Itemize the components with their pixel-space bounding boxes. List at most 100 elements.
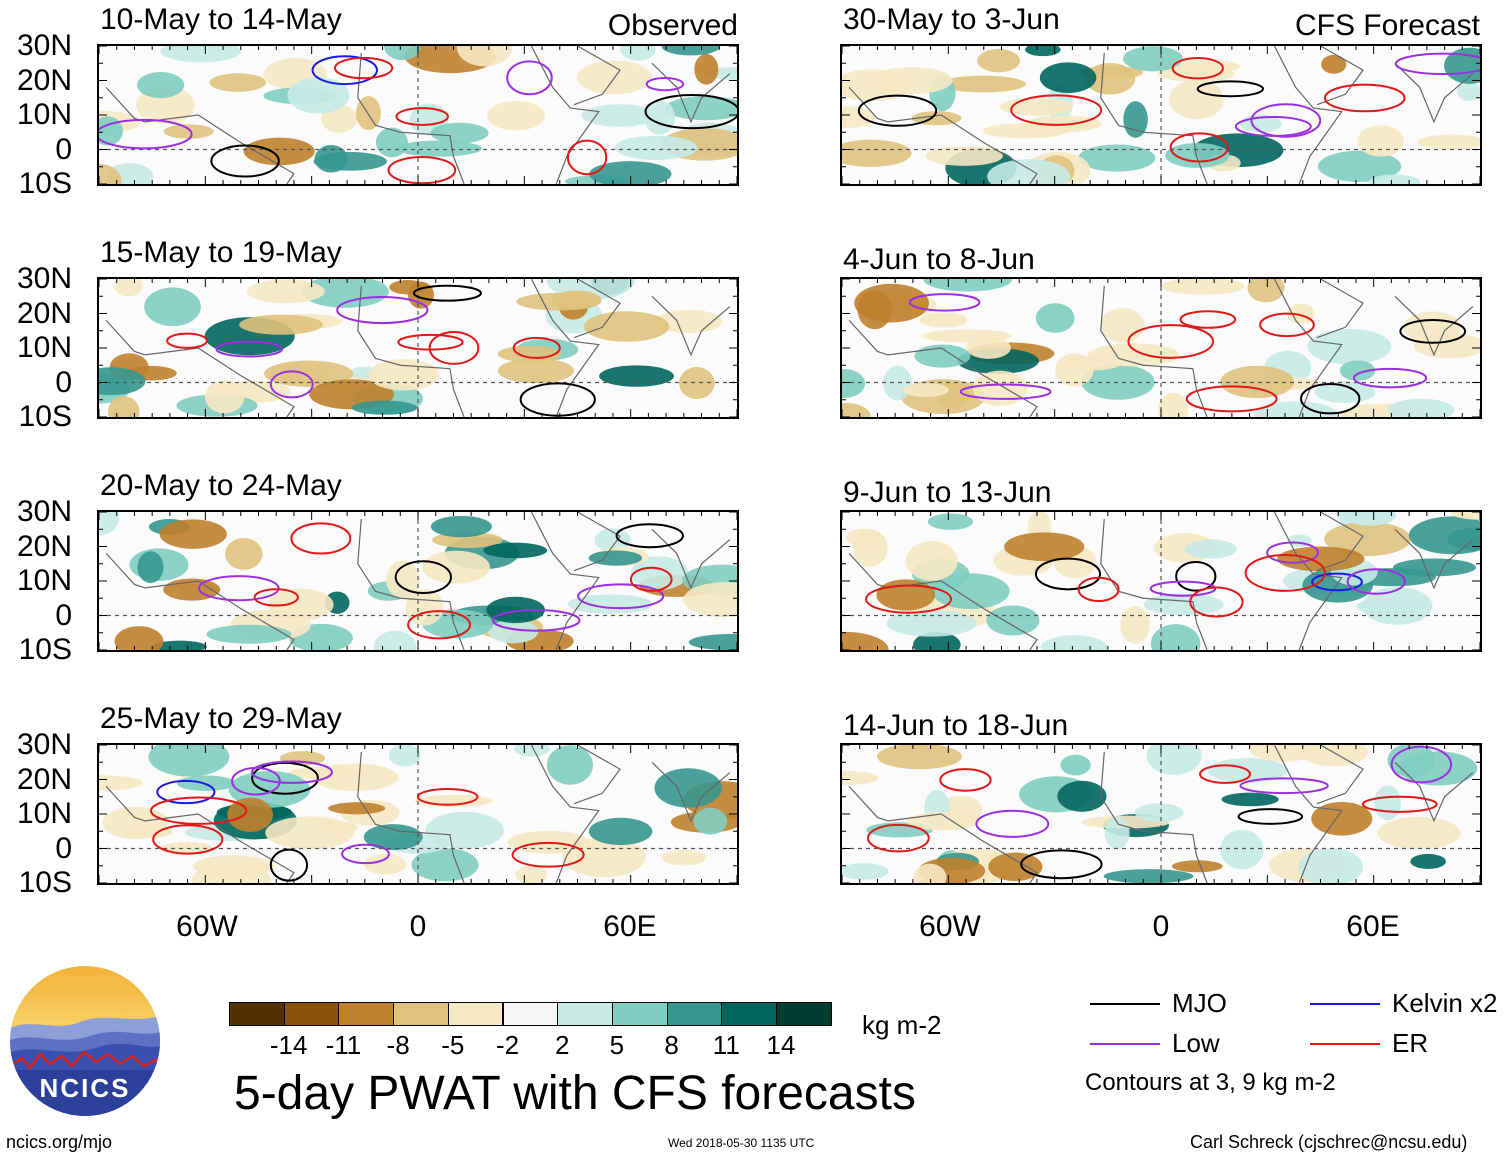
mjo-contour <box>519 382 596 417</box>
pwat-anomaly-patch <box>905 540 958 581</box>
lat-tick-row3-20n: 20N <box>16 529 72 563</box>
low-contour <box>1266 541 1319 564</box>
pwat-anomaly-patch <box>268 588 334 621</box>
er-contour <box>387 155 457 184</box>
er-contour <box>1244 553 1326 592</box>
pwat-anomaly-patch <box>99 367 146 396</box>
pwat-anomaly-patch <box>497 345 562 363</box>
er-contour <box>150 796 248 825</box>
panel-title-fc-3: 9-Jun to 13-Jun <box>843 476 1052 509</box>
pwat-anomaly-patch <box>204 380 245 414</box>
mjo-contour <box>1034 557 1102 591</box>
pwat-anomaly-patch <box>1276 546 1365 572</box>
pwat-anomaly-patch <box>694 53 719 85</box>
pwat-anomaly-patch <box>1357 125 1404 157</box>
pwat-anomaly-patch <box>99 775 143 791</box>
pwat-anomaly-patch <box>1368 174 1421 184</box>
colorbar-tick-label: 5 <box>609 1030 625 1060</box>
coastline <box>105 745 731 883</box>
mjo-contour <box>1175 560 1217 592</box>
pwat-anomaly-patch <box>1123 46 1183 72</box>
colorbar-tick-label: 2 <box>554 1030 570 1060</box>
lon-tick-0-right: 0 <box>1152 910 1170 943</box>
er-contour <box>1189 586 1244 618</box>
pwat-anomaly-patch <box>654 768 722 808</box>
er-contour <box>1171 57 1224 80</box>
lon-tick-60e-right: 60E <box>1346 910 1400 943</box>
pwat-anomaly-patch <box>1004 532 1085 562</box>
pwat-anomaly-patch <box>497 358 575 384</box>
lon-tick-0-left: 0 <box>409 910 427 943</box>
pwat-anomaly-patch <box>144 287 201 327</box>
pwat-anomaly-patch <box>1356 597 1425 616</box>
pwat-anomaly-patch <box>1220 365 1294 399</box>
pwat-anomaly-patch <box>1343 512 1396 526</box>
pwat-anomaly-patch <box>225 538 263 570</box>
low-contour <box>215 340 284 358</box>
pwat-anomaly-patch <box>1143 593 1224 616</box>
lon-tick-60w-right: 60W <box>919 910 981 943</box>
er-contour <box>566 139 608 176</box>
pwat-anomaly-patch <box>972 370 1028 406</box>
pwat-anomaly-patch <box>1146 745 1202 776</box>
pwat-anomaly-patch <box>1447 527 1480 551</box>
pwat-anomaly-patch <box>163 124 214 139</box>
colorbar-tick-label: 8 <box>664 1030 679 1060</box>
pwat-anomaly-patch <box>1134 803 1184 823</box>
pwat-anomaly-patch <box>108 396 140 417</box>
pwat-anomaly-patch <box>311 763 399 791</box>
lat-tick-row4-10s: 10S <box>18 866 72 899</box>
pwat-anomaly-patch <box>515 865 548 883</box>
low-contour <box>506 60 553 96</box>
pwat-anomaly-patch <box>1057 780 1107 812</box>
pwat-anomaly-patch <box>842 139 912 167</box>
pwat-anomaly-patch <box>857 290 893 330</box>
er-contour <box>511 841 585 868</box>
pwat-anomaly-patch <box>363 824 423 851</box>
pwat-anomaly-patch <box>987 159 1071 184</box>
map-panel-obs-4 <box>97 743 739 885</box>
pwat-anomaly-patch <box>1088 343 1180 367</box>
ncics-logo: NCICS <box>10 966 160 1116</box>
pwat-anomaly-patch <box>1248 745 1320 762</box>
pwat-anomaly-patch <box>871 66 953 95</box>
pwat-anomaly-patch <box>683 582 737 618</box>
colorbar-swatch <box>557 1002 613 1026</box>
pwat-anomaly-patch <box>679 367 715 400</box>
er-contour <box>152 824 224 855</box>
pwat-anomaly-patch <box>1157 392 1189 417</box>
low-contour <box>645 76 685 92</box>
pwat-anomaly-patch <box>842 863 889 880</box>
pwat-anomaly-patch <box>842 631 889 650</box>
pwat-anomaly-patch <box>588 550 643 566</box>
mjo-contour <box>857 94 938 127</box>
pwat-anomaly-patch <box>148 745 230 777</box>
pwat-anomaly-patch <box>1410 853 1446 869</box>
logo-text: NCICS <box>39 1073 131 1103</box>
map-panel-fc-2 <box>840 277 1482 419</box>
pwat-anomaly-patch <box>977 49 1021 73</box>
colorbar-swatch <box>776 1002 832 1026</box>
er-contour <box>166 332 208 349</box>
pwat-anomaly-patch <box>1150 624 1201 650</box>
pwat-anomaly-patch <box>876 745 962 770</box>
legend-label-er: ER <box>1392 1028 1429 1058</box>
legend-label-kelvin: Kelvin x2 <box>1392 988 1498 1018</box>
pwat-anomaly-patch <box>301 279 389 308</box>
pwat-anomaly-patch <box>982 123 1069 139</box>
pwat-anomaly-patch <box>693 807 728 835</box>
pwat-anomaly-patch <box>1377 816 1461 850</box>
pwat-anomaly-patch <box>688 634 737 650</box>
low-contour <box>1352 367 1428 389</box>
pwat-anomaly-patch <box>514 745 550 757</box>
er-contour <box>1199 764 1251 784</box>
er-contour <box>253 588 299 607</box>
lat-tick-row3-30n: 30N <box>16 495 72 528</box>
pwat-anomaly-patch <box>588 817 653 846</box>
figure-title: 5-day PWAT with CFS forecasts <box>234 1067 916 1120</box>
colorbar-swatch <box>393 1002 449 1026</box>
er-contour <box>416 788 479 806</box>
pwat-anomaly-patch <box>1307 328 1392 365</box>
footer-url[interactable]: ncics.org/mjo <box>6 1132 113 1152</box>
pwat-anomaly-patch <box>1311 801 1373 836</box>
